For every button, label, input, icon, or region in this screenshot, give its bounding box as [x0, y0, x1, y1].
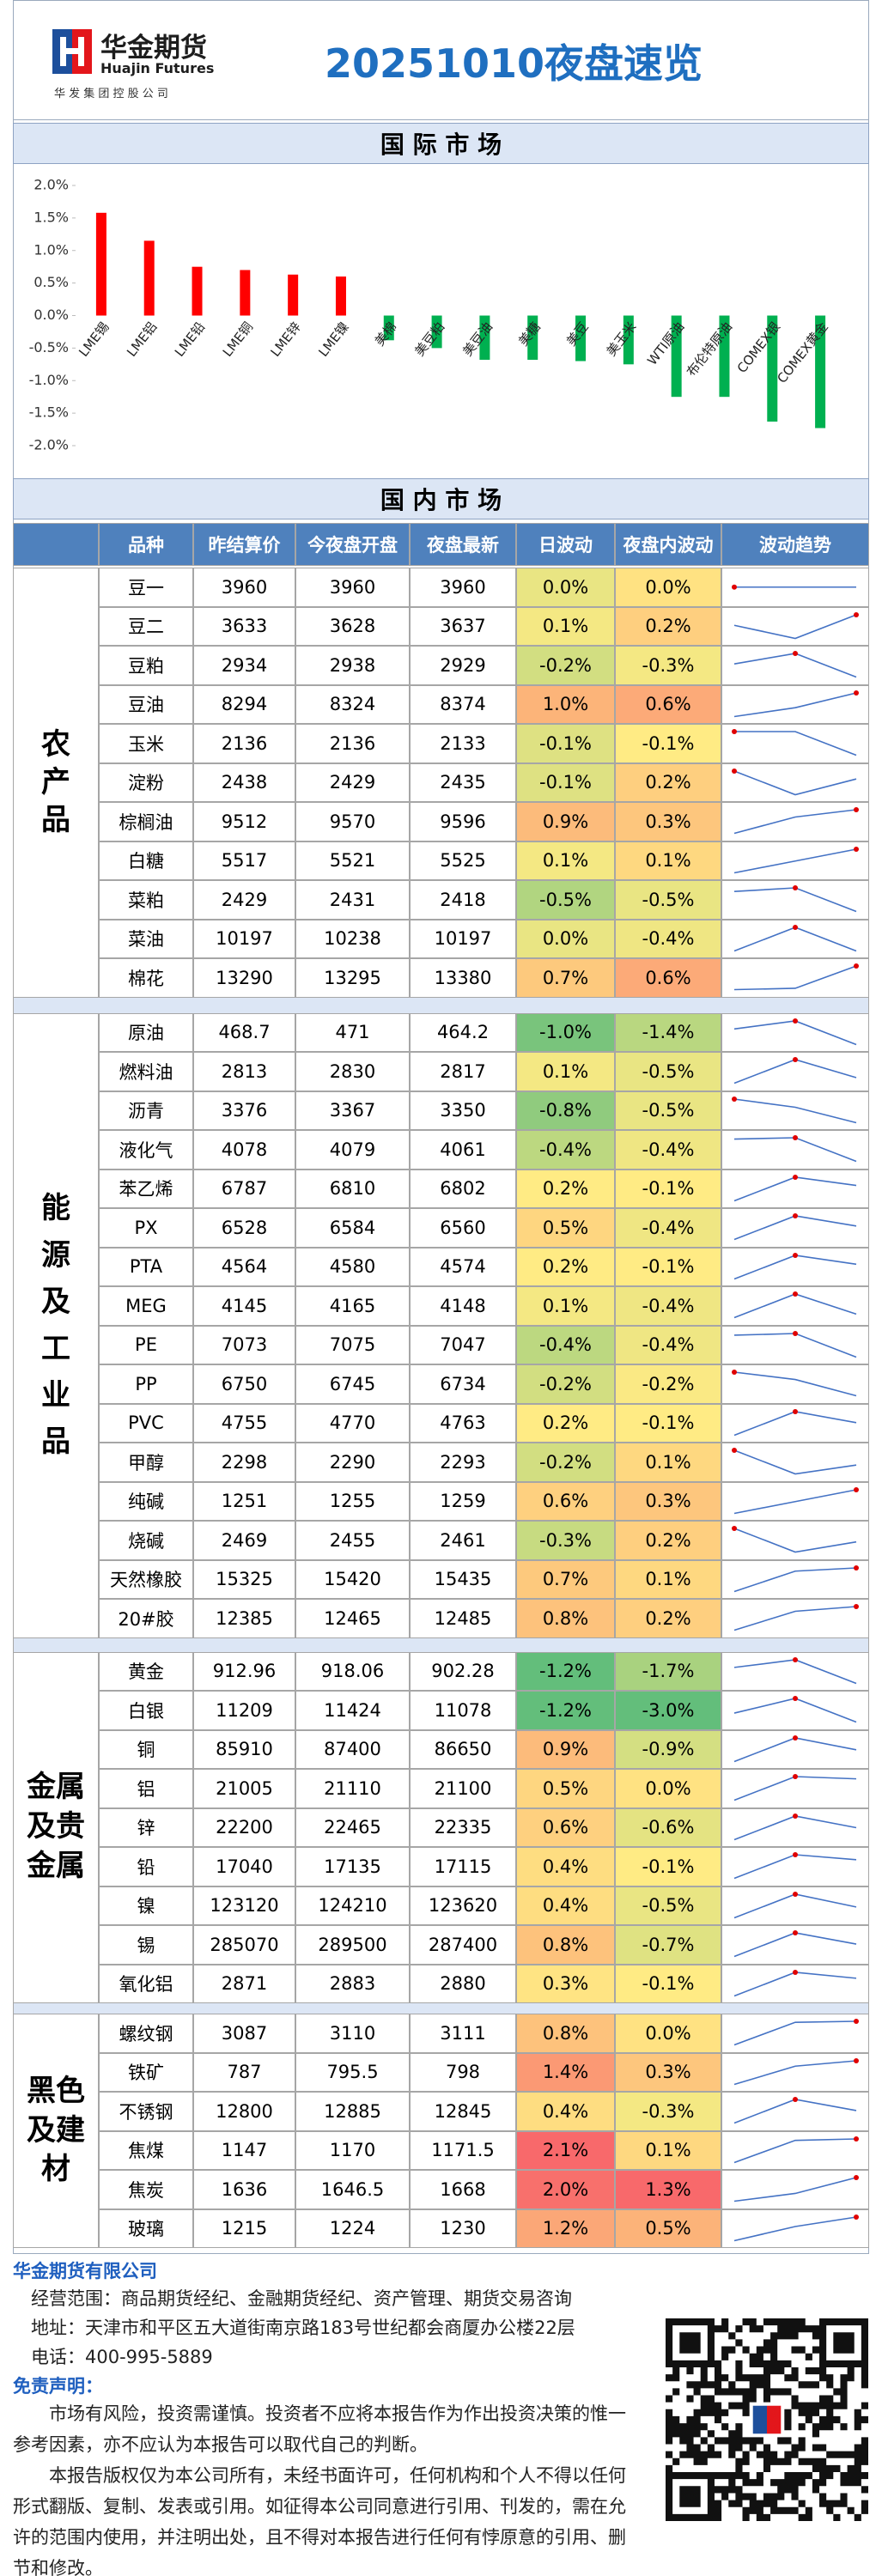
x-tick-label: LME镍	[315, 319, 351, 360]
x-tick-label: 美棉	[372, 319, 400, 349]
bar	[143, 240, 155, 316]
header: 华金期货 Huajin Futures 华 发 集 团 控 股 公 司 2025…	[13, 0, 869, 120]
company-info: 电话：400-995-5889	[31, 2347, 213, 2367]
logo-name: 华金期货	[100, 33, 207, 64]
company-name: 华金期货有限公司	[13, 2261, 157, 2281]
logo-english: Huajin Futures	[100, 60, 215, 76]
x-tick-label: LME铜	[220, 319, 256, 360]
logo-subtitle: 华 发 集 团 控 股 公 司	[54, 88, 168, 100]
qr-code	[666, 2318, 868, 2521]
bar	[479, 315, 490, 361]
y-tick-label: -2.0%	[29, 437, 69, 453]
logo-stroke	[66, 48, 80, 54]
section-title: 国 内 市 场	[13, 478, 869, 519]
x-tick-label: LME铅	[172, 319, 208, 360]
y-tick-label: 1.0%	[33, 241, 69, 258]
y-tick-label: -0.5%	[29, 339, 69, 355]
y-tick-label: 1.5%	[33, 209, 69, 225]
bar	[575, 315, 587, 361]
page-title: 20251010夜盘速览	[324, 40, 703, 87]
bar	[815, 315, 826, 428]
bar	[719, 315, 730, 398]
bar	[623, 315, 634, 365]
logo-icon	[52, 29, 92, 74]
company-info: 地址：天津市和平区五大道街南京路183号世纪都会商厦办公楼22层	[31, 2318, 575, 2338]
bar	[240, 270, 251, 316]
y-tick-label: 2.0%	[33, 177, 69, 193]
x-tick-label: 美豆粕	[411, 319, 447, 360]
bar	[383, 315, 394, 341]
y-tick-label: -1.5%	[29, 404, 69, 421]
x-tick-label: 美豆油	[459, 319, 496, 360]
bar	[671, 315, 682, 398]
bar	[335, 276, 346, 316]
logo-stroke	[78, 37, 84, 66]
disclaimer-text: 市场有风险，投资需谨慎。投资者不应将本报告作为作出投资决策的惟一参考因素，亦不应…	[13, 2403, 626, 2455]
bar	[527, 315, 538, 361]
bar-chart: 2.0% 1.5% 1.0% 0.5% 0.0% -0.5% -1.0% -1.5% -2.0%…	[29, 177, 831, 453]
y-tick-label: 0.5%	[33, 274, 69, 290]
qr-logo-left	[752, 2405, 767, 2434]
qr-modules	[666, 2318, 868, 2521]
x-tick-label: 美豆	[563, 319, 592, 349]
bar	[192, 266, 203, 316]
bar	[288, 274, 299, 316]
disclaimer-text: 本报告版权仅为本公司所有，未经书面许可，任何机构和个人不得以任何形式翻版、复制、…	[13, 2465, 626, 2576]
x-tick-label: 美糖	[515, 319, 544, 349]
x-tick-label: LME锡	[76, 319, 112, 360]
section-title: 国 际 市 场	[13, 123, 869, 164]
y-tick-label: -1.0%	[29, 372, 69, 388]
bar	[767, 315, 778, 422]
x-tick-label: 美玉米	[604, 319, 640, 360]
bar	[95, 212, 106, 316]
footer: 华金期货有限公司 经营范围：商品期货经纪、金融期货经纪、资产管理、期货交易咨询 …	[0, 2254, 882, 2576]
company-info: 经营范围：商品期货经纪、金融期货经纪、资产管理、期货交易咨询	[31, 2288, 572, 2309]
bar	[431, 315, 442, 349]
qr-logo-right	[767, 2405, 782, 2434]
disclaimer-title: 免责声明：	[13, 2376, 103, 2397]
y-tick-label: 0.0%	[33, 307, 69, 323]
logo-stroke	[60, 37, 66, 66]
x-tick-label: LME锌	[267, 319, 303, 360]
x-tick-label: LME铝	[124, 319, 160, 360]
